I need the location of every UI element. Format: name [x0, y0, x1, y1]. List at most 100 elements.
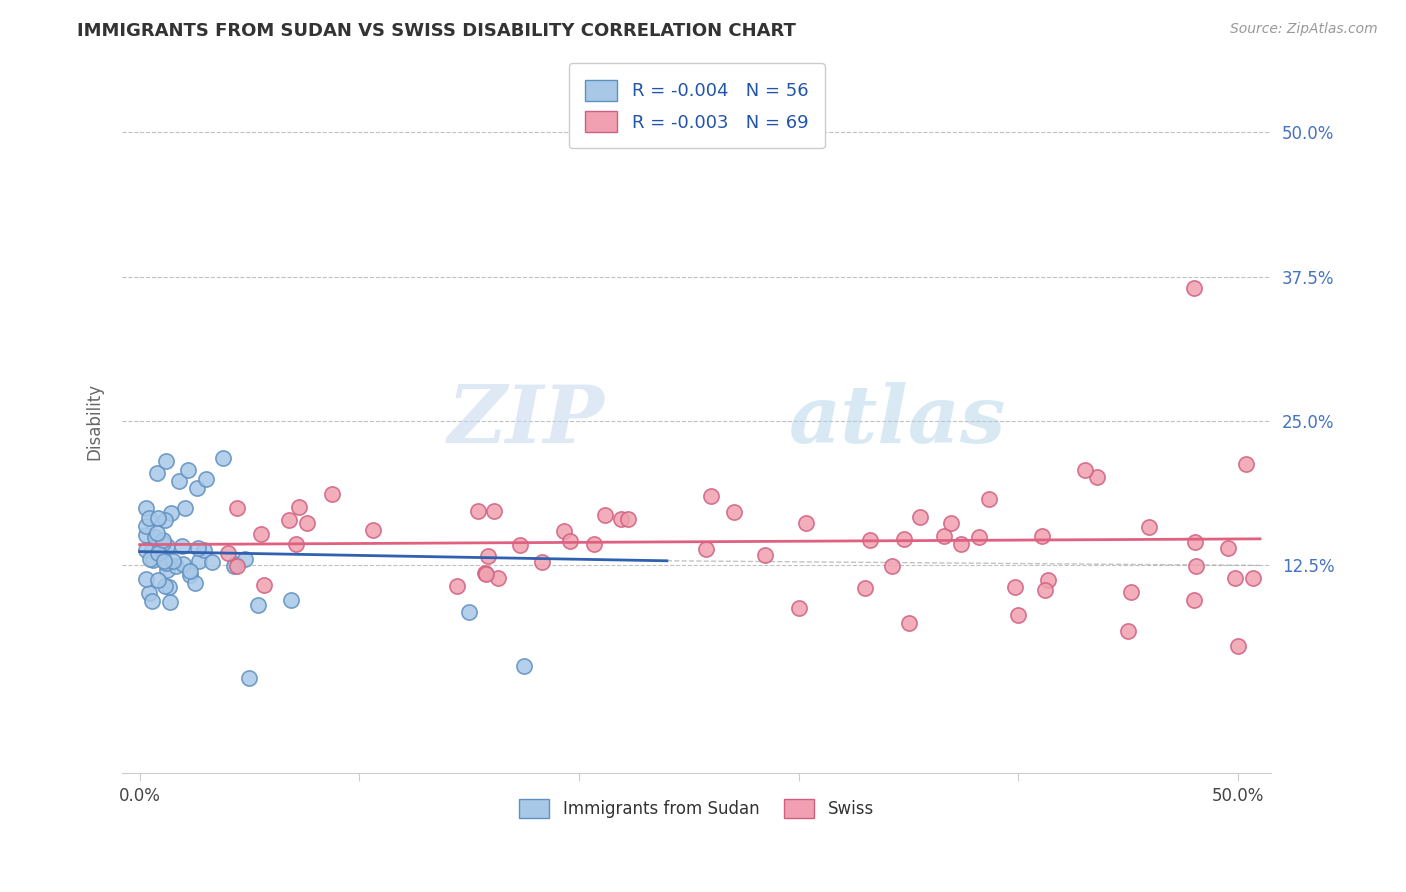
Text: atlas: atlas [789, 383, 1005, 459]
Point [484, 504, 506, 518]
Point [475, 566, 498, 581]
Point [160, 506, 183, 520]
Point [179, 564, 201, 578]
Point [1036, 573, 1059, 587]
Point [146, 573, 169, 587]
Point [1116, 624, 1139, 639]
Point [1234, 457, 1257, 471]
Point [699, 489, 721, 503]
Point [155, 557, 177, 571]
Point [146, 526, 169, 541]
Point [152, 533, 174, 547]
Point [1085, 470, 1108, 484]
Point [486, 571, 509, 585]
Point [143, 531, 166, 545]
Point [152, 534, 174, 549]
Point [949, 537, 972, 551]
Point [226, 558, 249, 573]
Point [297, 516, 319, 530]
Point [217, 546, 239, 560]
Point [1223, 570, 1246, 584]
Point [148, 547, 170, 561]
Y-axis label: Disability: Disability [86, 383, 103, 459]
Point [278, 513, 301, 527]
Point [1004, 580, 1026, 594]
Point [509, 538, 531, 552]
Point [1184, 534, 1206, 549]
Point [224, 558, 246, 573]
Point [141, 542, 163, 557]
Point [321, 487, 343, 501]
Point [152, 536, 174, 550]
Point [224, 557, 246, 571]
Point [186, 481, 208, 495]
Point [1185, 559, 1208, 574]
Point [146, 511, 169, 525]
Point [167, 474, 190, 488]
Point [1241, 572, 1264, 586]
Point [146, 546, 169, 560]
Point [934, 529, 956, 543]
Point [139, 551, 162, 566]
Point [247, 598, 270, 612]
Point [967, 530, 990, 544]
Point [853, 582, 876, 596]
Point [155, 513, 177, 527]
Point [155, 454, 177, 468]
Point [153, 554, 176, 568]
Point [157, 580, 180, 594]
Point [880, 559, 903, 574]
Point [1337, 628, 1360, 642]
Point [141, 594, 163, 608]
Point [156, 562, 179, 576]
Point [280, 592, 302, 607]
Point [250, 527, 273, 541]
Point [609, 511, 631, 525]
Point [153, 579, 176, 593]
Point [135, 519, 157, 533]
Point [859, 533, 882, 548]
Point [170, 539, 193, 553]
Point [1218, 541, 1240, 555]
Point [186, 541, 208, 555]
Point [1271, 194, 1294, 209]
Point [582, 537, 605, 551]
Point [361, 524, 384, 538]
Point [446, 578, 468, 592]
Point [1182, 281, 1205, 295]
Point [238, 671, 260, 685]
Point [977, 492, 1000, 507]
Point [138, 511, 160, 525]
Point [135, 542, 157, 557]
Point [787, 601, 810, 615]
Point [1031, 528, 1053, 542]
Point [288, 500, 311, 514]
Point [212, 450, 235, 465]
Point [531, 555, 554, 569]
Point [200, 555, 222, 569]
Point [1182, 593, 1205, 607]
Point [188, 554, 211, 568]
Point [194, 472, 217, 486]
Point [138, 585, 160, 599]
Point [897, 616, 920, 631]
Point [595, 508, 617, 523]
Point [458, 605, 481, 619]
Point [159, 595, 181, 609]
Point [177, 462, 200, 476]
Point [179, 568, 201, 582]
Point [235, 551, 257, 566]
Point [908, 510, 931, 524]
Point [477, 549, 499, 563]
Point [172, 557, 194, 571]
Point [165, 558, 187, 573]
Point [754, 549, 776, 563]
Point [1033, 583, 1056, 598]
Point [146, 466, 169, 480]
Point [1227, 640, 1250, 654]
Point [1073, 463, 1095, 477]
Text: Source: ZipAtlas.com: Source: ZipAtlas.com [1230, 22, 1378, 37]
Point [253, 578, 276, 592]
Point [467, 504, 489, 518]
Point [183, 575, 205, 590]
